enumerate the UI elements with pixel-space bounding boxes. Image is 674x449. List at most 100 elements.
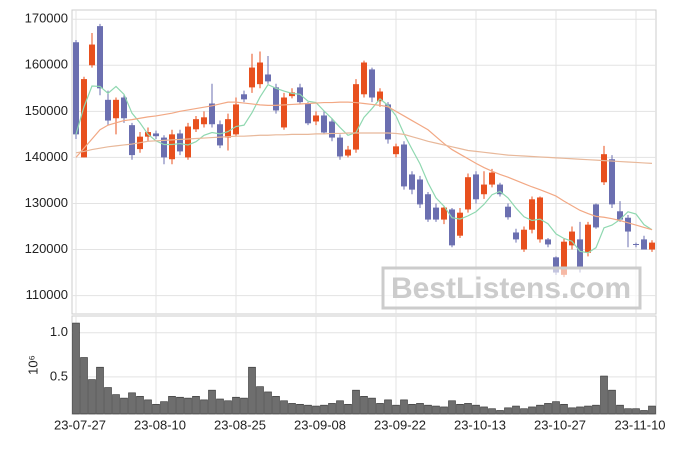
candle-body bbox=[521, 229, 527, 250]
candle-body bbox=[321, 115, 327, 133]
volume-bar bbox=[80, 357, 88, 415]
volume-bar bbox=[256, 386, 264, 415]
volume-bar bbox=[520, 408, 528, 415]
volume-bar bbox=[184, 397, 192, 415]
candle-body bbox=[569, 231, 575, 246]
volume-bar bbox=[376, 403, 384, 415]
candle-body bbox=[161, 137, 167, 158]
volume-bar bbox=[272, 396, 280, 415]
candle-body bbox=[265, 74, 271, 82]
candle-body bbox=[249, 67, 255, 88]
volume-bar bbox=[248, 366, 256, 415]
volume-bar bbox=[128, 392, 136, 415]
x-tick-label: 23-09-22 bbox=[374, 417, 426, 432]
candle-body bbox=[625, 217, 631, 232]
candle-body bbox=[473, 174, 479, 200]
candle-body bbox=[153, 133, 159, 137]
volume-bar bbox=[432, 405, 440, 415]
candle-body bbox=[177, 133, 183, 152]
volume-bar bbox=[120, 397, 128, 415]
y-tick-label: 120000 bbox=[25, 241, 68, 256]
candle-body bbox=[257, 62, 263, 85]
volume-bar bbox=[240, 397, 248, 415]
x-tick-label: 23-11-10 bbox=[614, 417, 665, 432]
volume-bar bbox=[352, 389, 360, 415]
candle-body bbox=[129, 125, 135, 156]
volume-bar bbox=[608, 389, 616, 415]
candle-body bbox=[369, 69, 375, 98]
y-tick-label: 110000 bbox=[26, 287, 68, 302]
volume-bar bbox=[144, 399, 152, 415]
volume-bar bbox=[448, 400, 456, 415]
candle-body bbox=[537, 197, 543, 240]
volume-bar bbox=[400, 399, 408, 415]
volume-bar bbox=[160, 401, 168, 415]
candle-body bbox=[81, 79, 87, 158]
volume-bar bbox=[72, 322, 80, 415]
candle-body bbox=[225, 119, 231, 138]
moving-average bbox=[75, 83, 653, 254]
moving-average bbox=[75, 101, 653, 231]
candle-body bbox=[553, 257, 559, 273]
candle-body bbox=[489, 172, 495, 185]
candle-body bbox=[113, 99, 119, 119]
volume-bar bbox=[200, 399, 208, 415]
candle-body bbox=[345, 149, 351, 156]
candle-body bbox=[385, 104, 391, 140]
candle-body bbox=[313, 115, 319, 122]
volume-bar bbox=[616, 404, 624, 415]
volume-bar bbox=[104, 387, 112, 415]
candle-body bbox=[529, 199, 535, 230]
price-panel bbox=[71, 9, 657, 315]
candle-body bbox=[337, 137, 343, 157]
volume-bar bbox=[568, 407, 576, 415]
volume-bar bbox=[112, 394, 120, 415]
y-tick-label: 130000 bbox=[25, 195, 68, 210]
candle-body bbox=[121, 97, 127, 119]
x-tick-label: 23-07-27 bbox=[54, 417, 106, 432]
candle-body bbox=[169, 134, 175, 160]
candle-body bbox=[545, 239, 551, 245]
candle-body bbox=[217, 124, 223, 146]
volume-bar bbox=[496, 410, 504, 415]
volume-bar bbox=[424, 404, 432, 415]
volume-bar bbox=[304, 404, 312, 415]
volume-bar bbox=[216, 398, 224, 415]
volume-bar bbox=[456, 403, 464, 415]
candle-body bbox=[425, 194, 431, 220]
volume-bar bbox=[96, 366, 104, 415]
volume-bar bbox=[632, 408, 640, 415]
volume-bar bbox=[480, 406, 488, 415]
candle-body bbox=[585, 224, 591, 253]
candle-body bbox=[409, 174, 415, 190]
volume-bar bbox=[192, 396, 200, 415]
volume-bar bbox=[464, 403, 472, 415]
volume-bar bbox=[88, 379, 96, 415]
volume-bar bbox=[624, 408, 632, 415]
candle-body bbox=[353, 84, 359, 150]
candle-body bbox=[401, 144, 407, 187]
volume-bar bbox=[344, 403, 352, 415]
candle-body bbox=[561, 241, 567, 275]
candle-body bbox=[105, 99, 111, 121]
candle-body bbox=[89, 44, 95, 66]
candle-body bbox=[417, 179, 423, 205]
candle-body bbox=[633, 243, 639, 245]
candle-body bbox=[617, 211, 623, 220]
candle-body bbox=[505, 206, 511, 218]
volume-bar bbox=[392, 404, 400, 415]
volume-bar bbox=[648, 405, 656, 415]
candle-body bbox=[433, 207, 439, 220]
y-tick-label: 170000 bbox=[25, 11, 68, 26]
candle-body bbox=[201, 117, 207, 125]
volume-bar bbox=[136, 396, 144, 415]
volume-bar bbox=[360, 396, 368, 415]
volume-bar bbox=[552, 401, 560, 415]
volume-bar bbox=[536, 404, 544, 415]
candle-body bbox=[361, 62, 367, 95]
volume-bar bbox=[320, 404, 328, 415]
candle-body bbox=[273, 87, 279, 111]
volume-bar bbox=[512, 405, 520, 415]
volume-bar bbox=[440, 406, 448, 415]
